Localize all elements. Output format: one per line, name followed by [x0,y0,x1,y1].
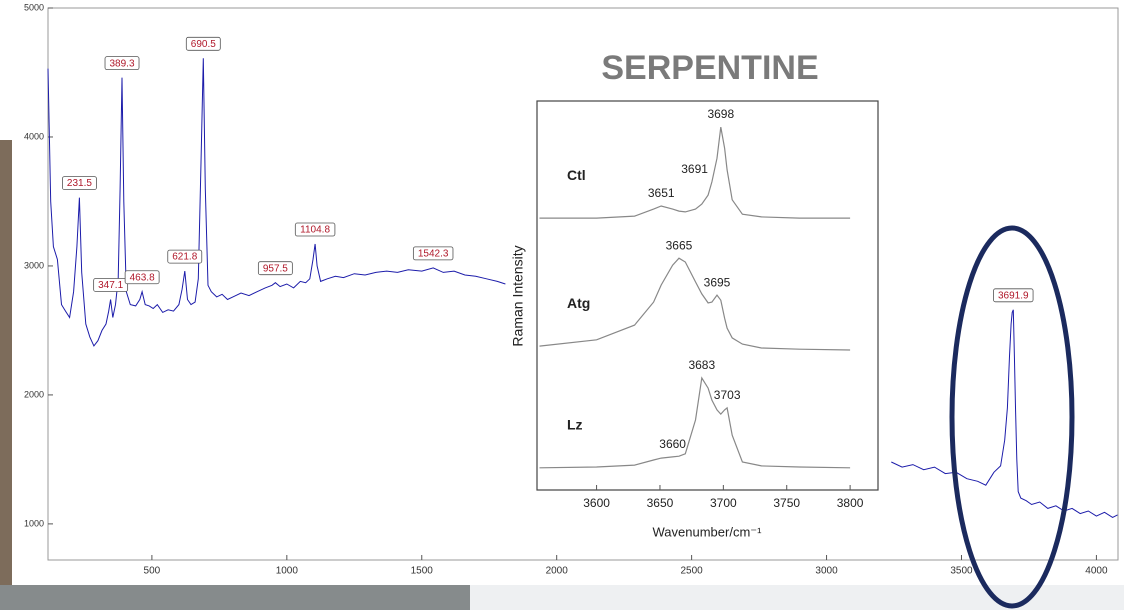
x-tick-label: 4000 [1085,566,1108,577]
photo-bottom [0,585,470,610]
annotation-box [185,36,221,51]
annotation-label: 3691.9 [998,290,1029,301]
annotation-label: 389.3 [110,58,135,69]
spectrum-line [539,376,851,469]
annotation-label: 1542.3 [418,249,449,260]
annotation-label: 347.1 [98,280,123,291]
annotation-label: 957.5 [263,263,288,274]
x-tick-label: 1000 [276,566,299,577]
peak-label: 3660 [659,437,686,451]
inset-title: SERPENTINE [601,49,818,87]
peak-label: 3695 [704,275,731,289]
annotation-box [257,261,293,276]
annotation-box [124,270,160,285]
spectrum-line [539,257,851,351]
spectrum-line [539,126,851,219]
inset-chart: SERPENTINE Raman Intensity Wavenumber/cm… [510,49,879,539]
series-label: Ctl [567,167,586,183]
y-tick-label: 1000 [24,518,44,528]
x-tick-label: 2500 [680,566,703,577]
x-tick-label: 3000 [815,566,838,577]
y-tick-label: 4000 [24,131,44,141]
annotation-box [93,278,129,292]
x-tick-label: 3700 [710,496,737,510]
peak-label: 3703 [714,388,741,402]
annotation-box [993,288,1034,303]
photo-edge [0,140,12,585]
annotation-label: 463.8 [130,272,155,283]
annotation-box [412,246,454,261]
inset-x-label: Wavenumber/cm⁻¹ [653,524,763,539]
x-tick-label: 1500 [411,566,434,577]
y-tick-label: 3000 [24,260,44,270]
peak-label: 3665 [666,238,693,252]
annotation-label: 621.8 [172,252,197,263]
annotation-label: 1104.8 [300,225,330,236]
annotation-label: 231.5 [67,178,92,189]
x-tick-label: 2000 [546,566,569,577]
peak-label: 3691 [681,162,708,176]
series-label: Lz [567,417,583,433]
inset-frame [536,100,879,491]
y-tick-label: 5000 [24,2,44,12]
x-tick-label: 3750 [773,496,800,510]
annotation-box [294,222,336,237]
inset-y-label: Raman Intensity [510,245,526,346]
annotation-box [62,176,97,190]
photo-bottom-light [470,585,1124,610]
peak-label: 3698 [707,107,734,121]
x-tick-label: 3500 [950,566,973,577]
x-tick-label: 3650 [647,496,674,510]
plot-frame [47,7,1119,561]
annotation-label: 690.5 [191,39,216,50]
annotation-box [104,56,140,71]
y-tick-label: 2000 [24,389,44,399]
x-tick-label: 3600 [583,496,610,510]
peak-label: 3683 [688,358,715,372]
x-tick-label: 500 [144,566,161,577]
series-label: Atg [567,295,590,311]
annotation-box [167,249,203,264]
peak-label: 3651 [648,186,675,200]
highlight-ellipse [949,225,1075,609]
x-tick-label: 3800 [837,496,864,510]
